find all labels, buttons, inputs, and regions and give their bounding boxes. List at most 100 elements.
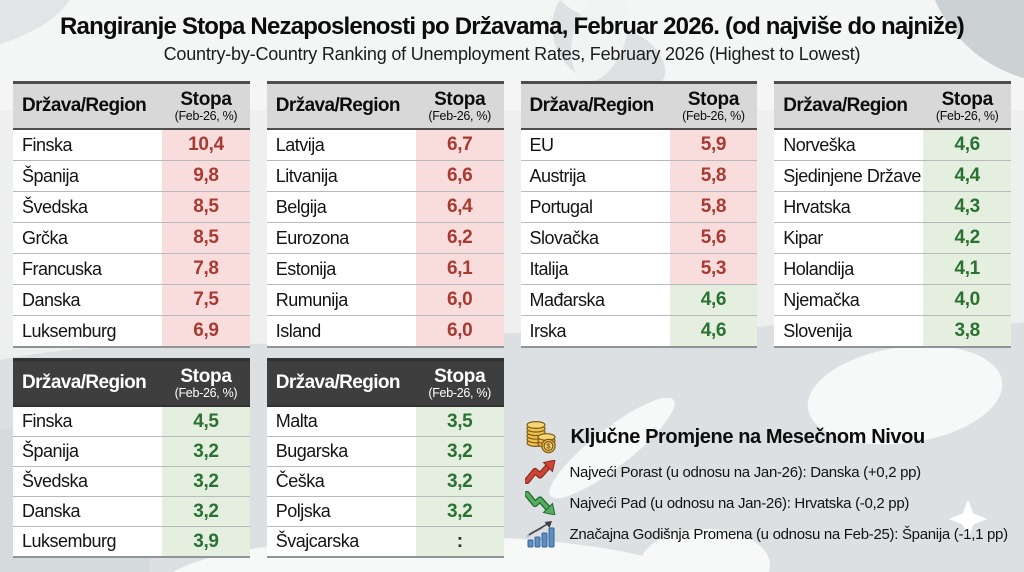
tables-grid: Država/Region Stopa (Feb-26, %) Finska 10,4 Š…	[0, 65, 1024, 559]
rate-value: 8,5	[162, 192, 250, 223]
legend-item-text: Najveći Pad (u odnosu na Jan-26): Hrvats…	[569, 494, 910, 512]
country-name: Irska	[529, 320, 567, 341]
table-header: Država/Region Stopa (Feb-26, %)	[266, 358, 504, 408]
rate-value: 4,1	[923, 254, 1011, 285]
title-block: Rangiranje Stopa Nezaposlenosti po Držav…	[0, 0, 1024, 65]
ranking-table-4: Država/Region Stopa (Feb-26, %) Norveška 4,6…	[774, 81, 1011, 349]
country-name: Grčka	[22, 227, 68, 248]
legend-item: Najveći Porast (u odnosu na Jan-26): Dan…	[523, 460, 1012, 485]
country-name: Švajcarska	[275, 531, 360, 552]
table-row: Mađarska 4,6	[520, 284, 758, 316]
country-name: Finska	[22, 411, 73, 432]
rate-value: 6,0	[415, 316, 504, 347]
table-row: Švedska 3,2	[13, 466, 250, 497]
rate-value: 6,0	[415, 285, 504, 316]
country-name: Bugarska	[275, 441, 349, 462]
table-row: Češka 3,2	[266, 466, 504, 497]
table-row: Švajcarska:	[266, 526, 504, 557]
legend: $ Ključne Promjene na Mesečnom Nivou Naj…	[521, 358, 1012, 558]
table-row: Malta 3,5	[267, 407, 504, 437]
rate-value: 6,2	[415, 223, 504, 254]
rate-value: 5,8	[669, 161, 758, 192]
rate-value: 8,5	[162, 223, 250, 254]
country-name: Slovačka	[529, 227, 600, 248]
table-row: Danska 3,2	[13, 496, 250, 527]
rate-value: 6,7	[415, 130, 504, 161]
rate-value: 5,9	[669, 130, 758, 161]
rate-value: 5,6	[669, 223, 758, 254]
ranking-table-1: Država/Region Stopa (Feb-26, %) Finska 10,4 Š…	[13, 81, 250, 349]
table-row: Italija 5,3	[520, 253, 758, 285]
ranking-table-2: Država/Region Stopa (Feb-26, %) Latvija 6,7 L…	[266, 81, 504, 349]
country-name: Francuska	[22, 258, 102, 279]
table-row: Danska 7,5	[13, 284, 250, 316]
country-name: Poljska	[275, 501, 331, 522]
table-row: Eurozona 6,2	[266, 222, 504, 254]
country-name: Kipar	[783, 227, 823, 248]
country-name: Danska	[22, 289, 81, 310]
country-name: Španija	[22, 165, 79, 186]
country-name: Belgija	[275, 196, 327, 217]
rate-value: 3,8	[923, 316, 1011, 347]
legend-item-text: Najveći Porast (u odnosu na Jan-26): Dan…	[569, 463, 922, 481]
table-row: Austrija 5,8	[520, 160, 758, 192]
country-name: Njemačka	[783, 289, 860, 310]
country-name: Španija	[22, 441, 79, 462]
table-row: Sjedinjene Države 4,4	[774, 160, 1011, 192]
column-header-rate: Stopa (Feb-26, %)	[428, 88, 492, 123]
legend-item-text: Značajna Godišnja Promena (u odnosu na F…	[569, 525, 1009, 543]
table-row: Francuska 7,8	[13, 253, 250, 285]
column-header-rate: Stopa (Feb-26, %)	[682, 88, 745, 123]
country-name: Švedska	[22, 196, 88, 217]
ranking-table-5: Država/Region Stopa (Feb-26, %) Finska 4,5 Šp…	[13, 358, 250, 559]
rate-value: 4,6	[669, 316, 758, 347]
column-header-rate: Stopa (Feb-26, %)	[174, 365, 238, 400]
rate-value: 3,2	[162, 467, 250, 497]
country-name: Austrija	[529, 165, 587, 186]
column-header-country: Država/Region	[275, 95, 401, 117]
rate-value: 7,8	[162, 254, 250, 285]
table-row: Slovenija 3,8	[774, 315, 1011, 347]
table-row: Španija 9,8	[13, 160, 250, 192]
country-name: Litvanija	[275, 165, 338, 186]
rate-value: 10,4	[162, 130, 250, 161]
table-row: Portugal 5,8	[520, 191, 758, 223]
table-header: Država/Region Stopa (Feb-26, %)	[13, 358, 250, 408]
page-subtitle: Country-by-Country Ranking of Unemployme…	[163, 43, 861, 64]
country-name: Eurozona	[275, 227, 350, 248]
country-name: Malta	[275, 411, 318, 432]
bar-chart-icon	[523, 520, 559, 548]
table-row: Luksemburg 3,9	[13, 526, 250, 557]
country-name: Mađarska	[529, 289, 606, 310]
country-name: Holandija	[783, 258, 854, 279]
rate-value: 6,9	[162, 316, 250, 347]
rate-value: 3,9	[162, 527, 250, 557]
table-row: EU 5,9	[521, 130, 758, 161]
table-header: Država/Region Stopa (Feb-26, %)	[520, 81, 758, 131]
table-row: Rumunija 6,0	[266, 284, 504, 316]
column-header-country: Država/Region	[22, 372, 147, 394]
country-name: Estonija	[275, 258, 337, 279]
trend-down-icon	[523, 491, 559, 516]
table-header: Država/Region Stopa (Feb-26, %)	[266, 81, 504, 131]
rate-value: 3,2	[415, 437, 504, 467]
rate-value: 3,2	[162, 497, 250, 527]
page-title: Rangiranje Stopa Nezaposlenosti po Držav…	[60, 13, 965, 40]
table-row: Latvija 6,7	[267, 130, 504, 161]
table-row: Holandija 4,1	[774, 253, 1011, 285]
rate-value: 3,5	[415, 407, 504, 437]
rate-value: 4,3	[923, 192, 1011, 223]
trend-up-icon	[523, 460, 559, 485]
column-header-country: Država/Region	[529, 95, 655, 117]
rate-value: 3,2	[162, 437, 250, 467]
rate-value: 3,2	[415, 497, 504, 527]
country-name: Finska	[22, 134, 73, 155]
table-row: Švedska 8,5	[13, 191, 250, 223]
rate-value: 4,4	[923, 161, 1011, 192]
country-name: Slovenija	[783, 320, 852, 341]
column-header-country: Država/Region	[783, 95, 908, 117]
rate-value: :	[415, 527, 504, 557]
table-row: Litvanija 6,6	[266, 160, 504, 192]
svg-text:$: $	[546, 442, 551, 451]
table-row: Norveška 4,6	[774, 130, 1011, 161]
